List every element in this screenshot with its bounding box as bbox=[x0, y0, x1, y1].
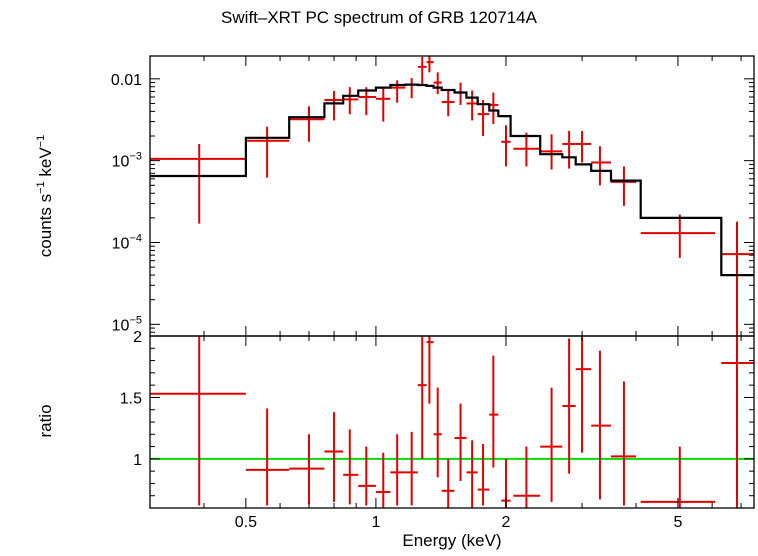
y-tick-label: 10−5 bbox=[112, 314, 142, 334]
x-tick-label: 0.5 bbox=[235, 514, 257, 531]
x-tick-label: 5 bbox=[673, 514, 682, 531]
data-point bbox=[441, 90, 455, 117]
data-point bbox=[426, 56, 434, 73]
data-point bbox=[591, 350, 611, 500]
top-y-axis-label: counts s−1 keV−1 bbox=[35, 134, 55, 258]
panel-frame bbox=[149, 55, 755, 337]
data-point bbox=[540, 387, 563, 502]
data-point bbox=[591, 146, 611, 186]
data-point bbox=[417, 336, 427, 459]
data-point bbox=[466, 90, 478, 121]
data-point bbox=[358, 446, 376, 506]
data-point bbox=[477, 444, 490, 506]
y-tick-label: 2 bbox=[133, 329, 142, 346]
y-tick-label: 0.01 bbox=[111, 72, 142, 89]
data-point bbox=[562, 131, 576, 169]
data-point bbox=[575, 336, 592, 453]
x-axis-label: Energy (keV) bbox=[402, 531, 502, 550]
data-point bbox=[610, 381, 637, 506]
data-point bbox=[417, 56, 427, 86]
data-point bbox=[575, 131, 592, 163]
data-point bbox=[289, 106, 325, 142]
data-point bbox=[513, 132, 541, 167]
data-point bbox=[390, 80, 406, 103]
model-step-line bbox=[150, 83, 754, 277]
x-tick-label: 1 bbox=[371, 514, 380, 531]
data-point bbox=[390, 434, 406, 506]
data-point bbox=[426, 336, 434, 404]
data-point bbox=[289, 434, 325, 505]
bottom-y-axis-label: ratio bbox=[36, 404, 55, 438]
y-tick-label: 1 bbox=[133, 452, 142, 469]
panel-frame bbox=[149, 335, 755, 509]
data-point bbox=[721, 336, 754, 508]
data-point bbox=[489, 92, 499, 125]
data-point bbox=[245, 126, 290, 178]
data-point bbox=[454, 403, 467, 481]
data-point bbox=[150, 336, 246, 506]
data-point bbox=[454, 82, 467, 105]
data-point bbox=[405, 431, 418, 506]
y-tick-label: 10−3 bbox=[112, 151, 142, 171]
data-point bbox=[489, 355, 499, 468]
data-point bbox=[324, 412, 344, 502]
data-point bbox=[562, 338, 576, 474]
data-point bbox=[343, 87, 359, 115]
data-point bbox=[375, 86, 391, 122]
data-point bbox=[150, 143, 246, 224]
y-tick-label: 10−4 bbox=[112, 232, 142, 252]
data-point bbox=[610, 166, 637, 206]
y-tick-label: 1.5 bbox=[120, 390, 142, 407]
data-point bbox=[721, 221, 754, 336]
data-point bbox=[441, 458, 455, 508]
data-point bbox=[375, 452, 391, 508]
data-point bbox=[433, 72, 442, 95]
x-tick-label: 2 bbox=[502, 514, 511, 531]
data-point bbox=[324, 90, 344, 121]
data-point bbox=[343, 429, 359, 505]
data-point bbox=[466, 440, 478, 508]
data-point bbox=[245, 408, 290, 506]
data-point bbox=[433, 387, 442, 478]
data-point bbox=[501, 125, 511, 167]
data-point bbox=[405, 78, 418, 99]
data-point bbox=[540, 134, 563, 170]
data-point bbox=[477, 100, 490, 137]
data-point bbox=[513, 446, 541, 508]
data-point bbox=[640, 214, 716, 258]
data-point bbox=[358, 87, 376, 116]
chart-title: Swift–XRT PC spectrum of GRB 120714A bbox=[221, 8, 537, 27]
